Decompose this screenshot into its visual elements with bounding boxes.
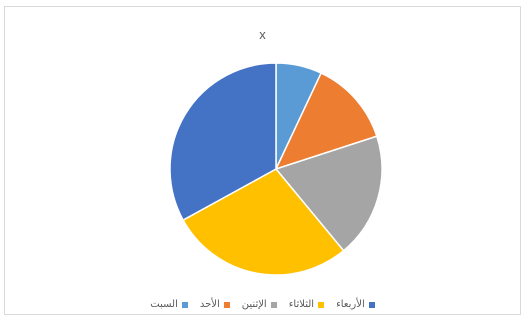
chart-area: x الأربعاء الثلاثاء الإثنين الأحد السبت — [4, 6, 521, 315]
legend-label: الأحد — [199, 299, 220, 310]
chart-legend: الأربعاء الثلاثاء الإثنين الأحد السبت — [5, 299, 520, 310]
legend-swatch — [223, 301, 230, 308]
pie-slice-3 — [274, 135, 383, 252]
pie-slice-2 — [274, 72, 378, 171]
legend-label: الثلاثاء — [288, 299, 315, 310]
legend-item-2: الثلاثاء — [288, 299, 325, 310]
pie-slice-5 — [169, 62, 277, 222]
legend-label: الإثنين — [241, 299, 267, 310]
legend-swatch — [270, 301, 277, 308]
legend-label: الأربعاء — [336, 299, 365, 310]
legend-item-1: الأربعاء — [336, 299, 375, 310]
legend-swatch — [318, 301, 325, 308]
chart-title: x — [259, 27, 266, 42]
legend-swatch — [368, 301, 375, 308]
pie-chart — [169, 62, 383, 276]
legend-item-3: الإثنين — [242, 299, 277, 310]
legend-swatch — [181, 301, 188, 308]
legend-item-5: السبت — [150, 299, 188, 310]
legend-item-4: الأحد — [200, 299, 230, 310]
pie-slice-4 — [182, 168, 345, 276]
legend-label: السبت — [150, 299, 178, 310]
